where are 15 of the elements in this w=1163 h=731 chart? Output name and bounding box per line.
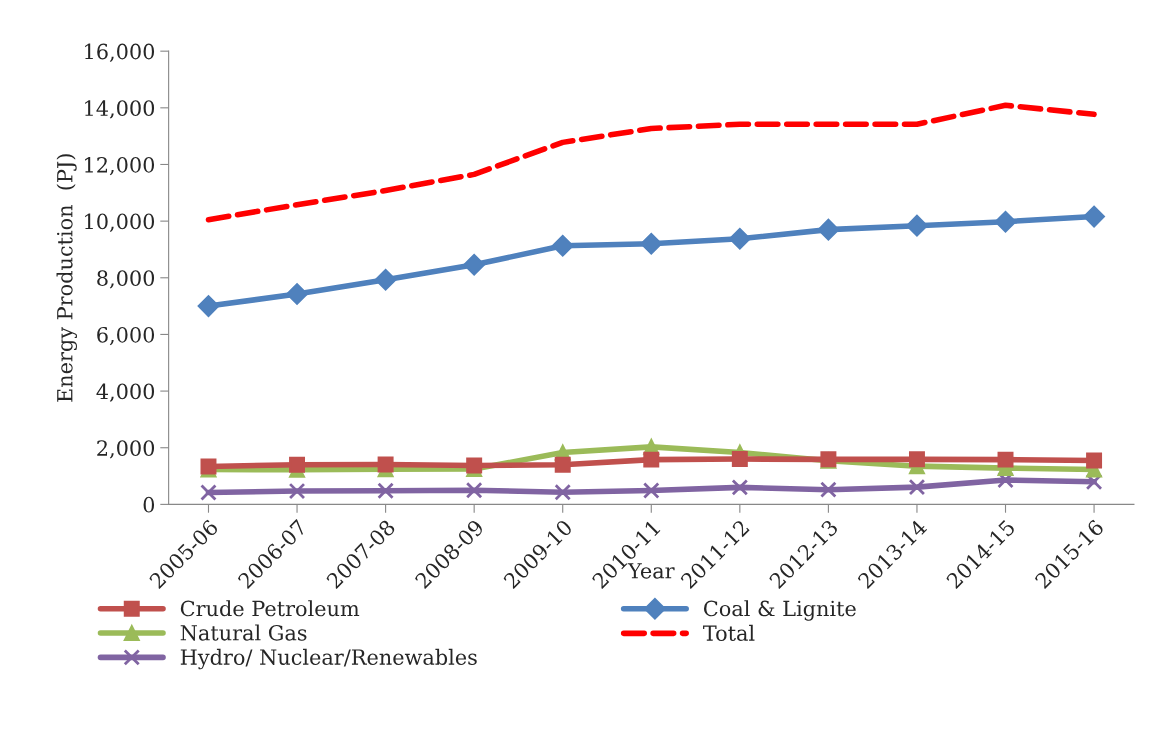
legend-label: Hydro/ Nuclear/Renewables — [180, 648, 477, 670]
y-tick-label: 2,000 — [97, 440, 155, 459]
legend-label: Total — [703, 624, 755, 641]
y-tick-label: 8,000 — [97, 270, 155, 289]
y-tick-label: 4,000 — [96, 383, 155, 402]
legend-label: Natural Gas — [180, 624, 307, 641]
y-tick-label: 12,000 — [85, 156, 155, 176]
y-tick-label: 14,000 — [85, 100, 155, 119]
y-tick-label: 10,000 — [85, 213, 155, 232]
y-axis-title: Energy Production (PJ) — [56, 154, 77, 402]
legend-label: Crude Petroleum — [180, 600, 360, 617]
y-tick-label: 0 — [143, 496, 155, 513]
legend-label: Coal & Lignite — [704, 600, 856, 621]
y-tick-label: 6,000 — [97, 326, 155, 346]
y-tick-label: 16,000 — [85, 43, 155, 62]
